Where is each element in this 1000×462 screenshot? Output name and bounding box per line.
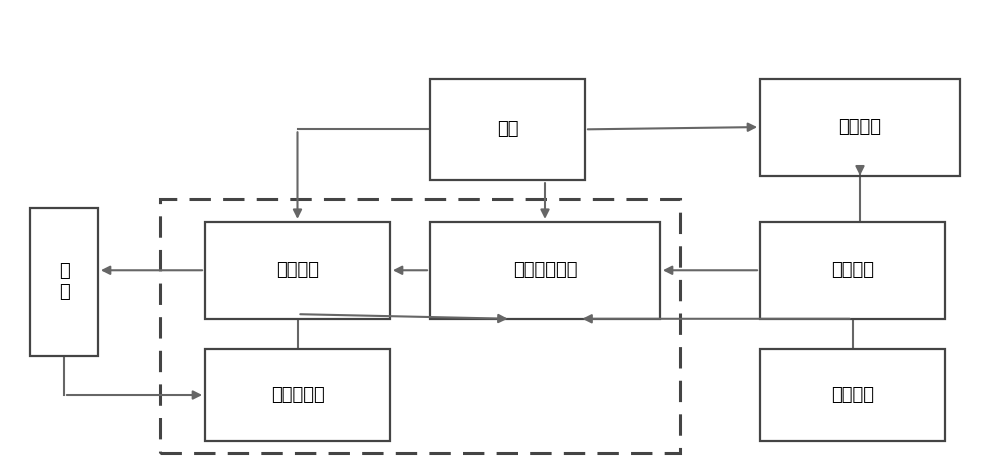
Text: 电源: 电源 xyxy=(497,121,518,138)
Bar xyxy=(430,222,660,319)
Bar xyxy=(430,79,585,180)
Text: 中央处理系统: 中央处理系统 xyxy=(513,261,577,279)
Bar xyxy=(205,222,390,319)
Bar xyxy=(760,79,960,176)
Text: 控制系统: 控制系统 xyxy=(831,261,874,279)
Bar xyxy=(205,349,390,441)
Text: 恒电位仪: 恒电位仪 xyxy=(276,261,319,279)
Bar xyxy=(760,349,945,441)
Text: 显示装置: 显示装置 xyxy=(838,118,882,136)
Text: 移液装置: 移液装置 xyxy=(831,386,874,404)
Text: 电
极: 电 极 xyxy=(59,262,69,301)
Text: 电位扫描仪: 电位扫描仪 xyxy=(271,386,324,404)
Bar xyxy=(760,222,945,319)
Bar xyxy=(160,199,680,453)
Bar xyxy=(30,208,98,356)
